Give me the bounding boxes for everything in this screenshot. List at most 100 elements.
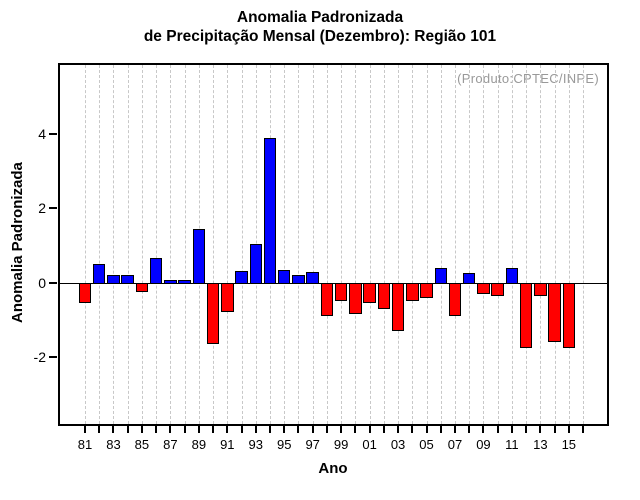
- year-gridline: [241, 65, 243, 424]
- x-tick: [482, 426, 485, 433]
- year-gridline: [540, 65, 542, 424]
- year-gridline: [184, 65, 186, 424]
- y-tick-label: 4: [38, 125, 46, 142]
- bar-year-00: [349, 282, 362, 315]
- bar-year-93: [249, 243, 262, 284]
- bar-year-08: [462, 273, 476, 284]
- year-gridline: [312, 65, 314, 424]
- year-gridline: [156, 65, 158, 424]
- x-tick: [112, 426, 115, 433]
- bar-year-04: [406, 282, 419, 302]
- year-gridline: [483, 65, 485, 424]
- x-tick: [468, 426, 471, 433]
- year-gridline: [398, 65, 400, 424]
- year-gridline: [554, 65, 556, 424]
- year-gridline: [85, 65, 86, 424]
- x-tick-label: 09: [476, 437, 491, 452]
- x-tick-label: 15: [561, 437, 577, 452]
- x-tick: [254, 426, 257, 433]
- bar-year-81: [78, 282, 92, 304]
- bar-year-10: [491, 282, 504, 296]
- bar-year-89: [192, 228, 206, 284]
- x-tick: [539, 426, 542, 433]
- x-tick-label: 05: [419, 437, 434, 452]
- x-tick: [240, 426, 243, 433]
- bar-year-88: [178, 279, 191, 284]
- x-tick-label: 97: [305, 437, 320, 452]
- x-tick-label: 87: [163, 437, 178, 452]
- year-gridline: [426, 65, 428, 424]
- x-tick: [325, 426, 328, 433]
- bar-year-07: [448, 282, 462, 317]
- x-tick: [197, 426, 200, 433]
- product-annotation: (Produto:CPTEC/INPE): [457, 71, 599, 86]
- year-gridline: [583, 65, 585, 424]
- x-tick-label: 81: [77, 437, 93, 452]
- bar-year-98: [320, 282, 334, 317]
- year-gridline: [412, 65, 414, 424]
- x-tick: [84, 426, 86, 433]
- x-tick: [496, 426, 499, 433]
- x-tick: [183, 426, 186, 433]
- x-tick: [425, 426, 428, 433]
- y-tick-label: 0: [38, 274, 46, 291]
- bar-year-13: [534, 282, 547, 296]
- x-tick: [268, 426, 271, 433]
- chart-title-line2: de Precipitação Mensal (Dezembro): Regiã…: [143, 28, 497, 45]
- year-gridline: [526, 65, 528, 424]
- year-gridline: [511, 65, 513, 424]
- y-tick: [49, 207, 57, 210]
- x-tick-label: 83: [106, 437, 121, 452]
- year-gridline: [497, 65, 499, 424]
- bar-year-86: [149, 258, 163, 284]
- x-tick-label: 95: [276, 437, 292, 452]
- y-tick-label: 2: [38, 200, 46, 217]
- bar-year-09: [477, 282, 490, 294]
- x-tick: [155, 426, 158, 433]
- year-gridline: [170, 65, 172, 424]
- chart-title-line1: Anomalia Padronizada: [236, 9, 404, 26]
- year-gridline: [341, 65, 343, 424]
- bar-year-12: [519, 282, 533, 348]
- x-axis-title: Ano: [318, 460, 348, 477]
- bar-year-11: [505, 267, 519, 284]
- x-tick: [169, 426, 172, 433]
- zero-line: [60, 283, 607, 284]
- year-gridline: [99, 65, 101, 424]
- year-gridline: [469, 65, 471, 424]
- bar-year-99: [334, 282, 348, 302]
- x-tick: [297, 426, 300, 433]
- bar-year-03: [391, 282, 405, 331]
- year-gridline: [141, 65, 143, 424]
- year-gridline: [127, 65, 129, 424]
- x-tick-label: 11: [505, 437, 519, 452]
- x-tick: [354, 426, 357, 433]
- year-gridline: [383, 65, 385, 424]
- year-gridline: [227, 65, 229, 424]
- y-axis-title: Anomalia Padronizada: [9, 162, 26, 323]
- x-tick: [283, 426, 286, 433]
- chart-title: Anomalia Padronizada de Precipitação Men…: [0, 8, 640, 46]
- x-tick-label: 91: [220, 437, 235, 452]
- year-gridline: [454, 65, 456, 424]
- x-tick: [553, 426, 556, 433]
- bar-year-96: [292, 275, 305, 284]
- y-tick: [49, 356, 57, 359]
- x-tick-label: 01: [362, 437, 377, 452]
- bar-year-84: [121, 275, 134, 284]
- y-tick: [49, 281, 57, 284]
- x-tick: [439, 426, 442, 433]
- x-tick: [126, 426, 129, 433]
- x-tick: [582, 426, 585, 433]
- x-tick: [453, 426, 456, 433]
- bar-year-87: [164, 279, 177, 284]
- x-tick: [567, 426, 570, 433]
- x-tick: [525, 426, 528, 433]
- bar-year-95: [277, 269, 291, 284]
- x-tick: [98, 426, 101, 433]
- bar-year-91: [221, 282, 234, 313]
- bar-year-05: [420, 282, 433, 298]
- bar-year-85: [135, 282, 149, 292]
- bar-year-94: [263, 137, 277, 284]
- x-tick: [411, 426, 414, 433]
